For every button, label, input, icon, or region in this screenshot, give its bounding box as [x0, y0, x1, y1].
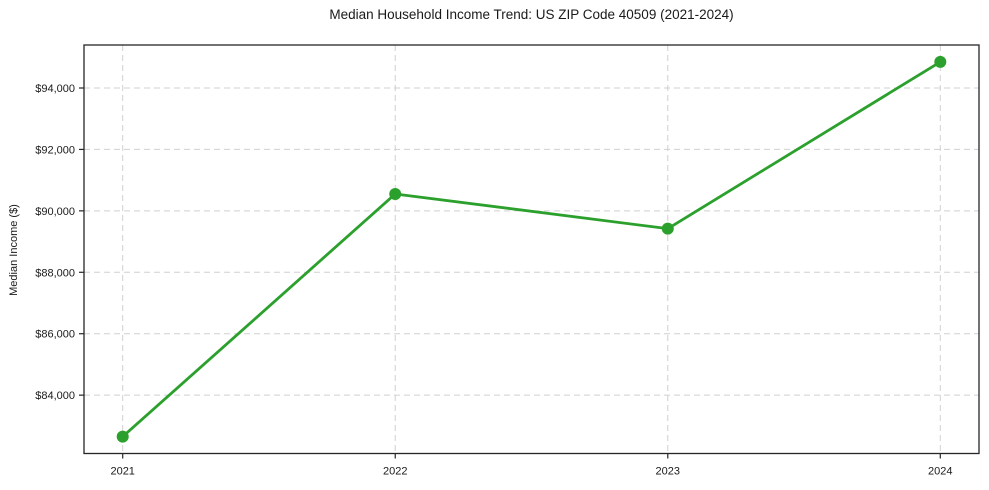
y-tick-label: $88,000 — [35, 267, 75, 279]
x-tick-label: 2023 — [656, 466, 680, 478]
x-tick-label: 2021 — [110, 466, 134, 478]
data-point-marker — [389, 187, 402, 200]
x-tick-label: 2024 — [928, 466, 952, 478]
data-point-marker — [934, 55, 947, 68]
chart-title: Median Household Income Trend: US ZIP Co… — [329, 7, 734, 22]
y-tick-label: $86,000 — [35, 329, 75, 341]
y-tick-label: $84,000 — [35, 390, 75, 402]
data-point-marker — [661, 222, 674, 235]
y-tick-label: $90,000 — [35, 206, 75, 218]
trend-line — [121, 60, 942, 439]
y-tick-label: $92,000 — [35, 144, 75, 156]
data-point-marker — [116, 430, 129, 443]
y-tick-label: $94,000 — [35, 83, 75, 95]
x-tick-label: 2022 — [383, 466, 407, 478]
plot-border — [83, 44, 980, 455]
